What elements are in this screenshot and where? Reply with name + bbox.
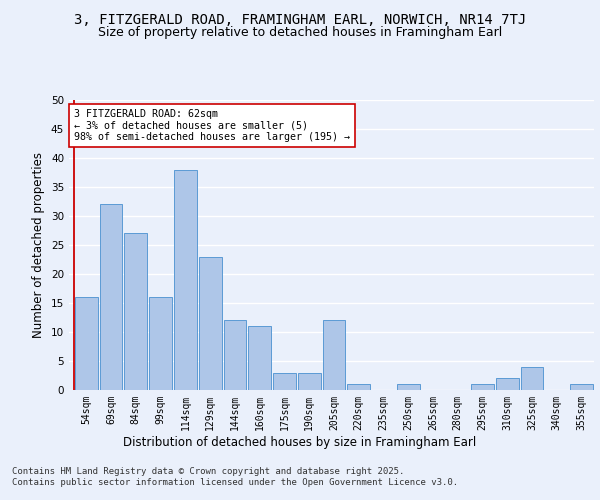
Y-axis label: Number of detached properties: Number of detached properties bbox=[32, 152, 46, 338]
Bar bbox=[397, 384, 419, 390]
Bar bbox=[521, 367, 544, 390]
Bar bbox=[174, 170, 197, 390]
Bar bbox=[248, 326, 271, 390]
Bar bbox=[224, 320, 247, 390]
Text: 3, FITZGERALD ROAD, FRAMINGHAM EARL, NORWICH, NR14 7TJ: 3, FITZGERALD ROAD, FRAMINGHAM EARL, NOR… bbox=[74, 12, 526, 26]
Bar bbox=[323, 320, 346, 390]
Bar bbox=[347, 384, 370, 390]
Bar bbox=[124, 234, 147, 390]
Text: Size of property relative to detached houses in Framingham Earl: Size of property relative to detached ho… bbox=[98, 26, 502, 39]
Bar bbox=[273, 372, 296, 390]
Bar bbox=[75, 297, 98, 390]
Bar bbox=[471, 384, 494, 390]
Bar bbox=[149, 297, 172, 390]
Bar bbox=[570, 384, 593, 390]
Bar bbox=[298, 372, 320, 390]
Text: 3 FITZGERALD ROAD: 62sqm
← 3% of detached houses are smaller (5)
98% of semi-det: 3 FITZGERALD ROAD: 62sqm ← 3% of detache… bbox=[74, 108, 350, 142]
Bar bbox=[100, 204, 122, 390]
Bar bbox=[199, 256, 221, 390]
Text: Contains HM Land Registry data © Crown copyright and database right 2025.
Contai: Contains HM Land Registry data © Crown c… bbox=[12, 468, 458, 487]
Text: Distribution of detached houses by size in Framingham Earl: Distribution of detached houses by size … bbox=[124, 436, 476, 449]
Bar bbox=[496, 378, 519, 390]
